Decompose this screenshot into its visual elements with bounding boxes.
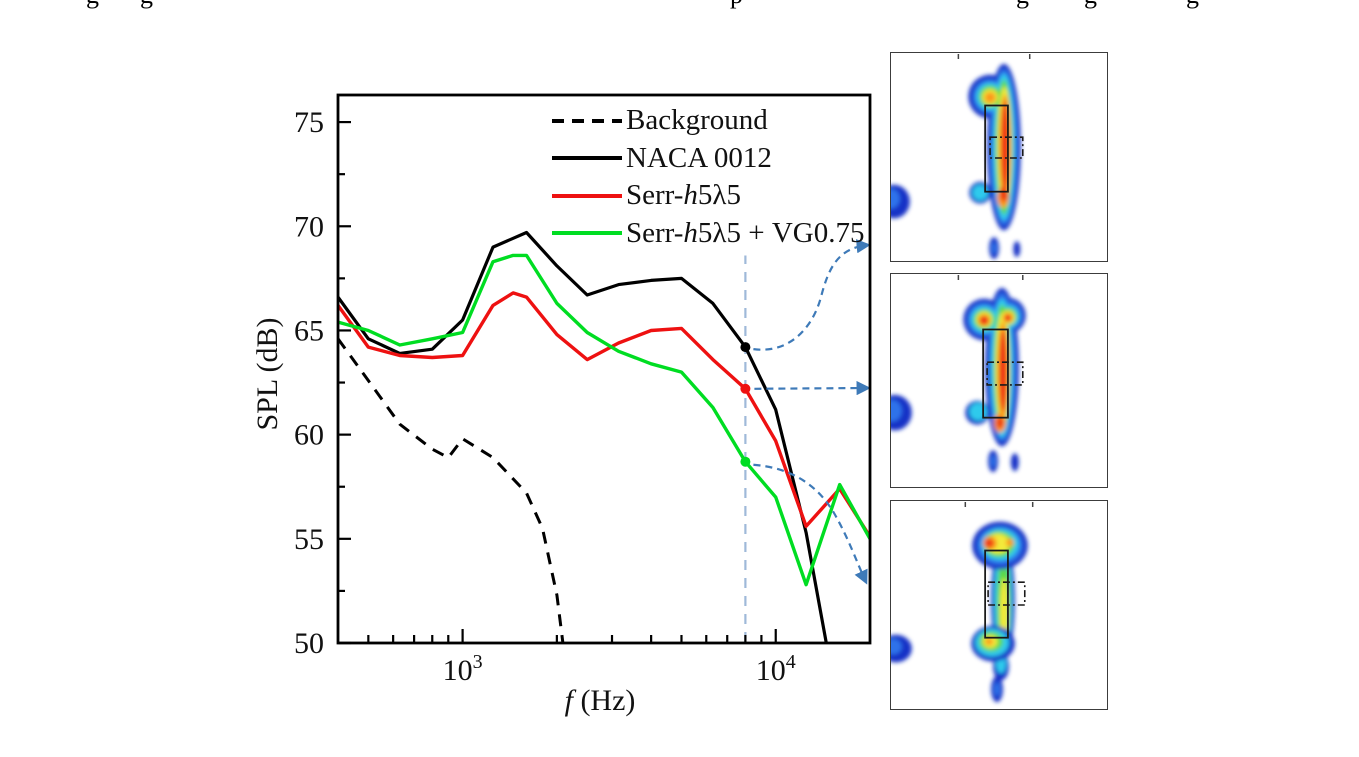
cropped-glyph: g [140,0,153,10]
beamforming-inset-naca0012 [890,52,1108,262]
curve-naca-0012 [338,230,828,643]
legend-line-sample [552,118,622,123]
axis-ticks: 50 55 60 65 70 75 103 104 [294,106,796,687]
legend-line-sample [552,231,622,236]
x-tick-label: 104 [756,651,796,687]
source-map-serration [891,274,1026,473]
y-tick-label: 75 [294,106,324,139]
inset-top-ticks [957,53,1031,59]
cropped-glyph: g [1084,0,1097,10]
y-axis-label: SPL (dB) [251,317,284,431]
beamforming-inset-serration-vg [890,500,1108,710]
y-tick-label: 60 [294,419,324,452]
series-curves [338,230,870,643]
marker-inset-2 [740,383,751,394]
noise-source-blob [891,287,1026,473]
inset-top-ticks [964,501,1034,507]
arrow-to-inset-3 [753,463,868,585]
source-map-naca0012 [891,53,1031,260]
integration-region-dashdot-rect [989,136,1024,159]
x-tick-label: 103 [443,651,483,687]
legend-label: NACA 0012 [626,141,772,174]
legend-entry: Serr-h5λ5 [552,177,864,215]
source-map-serration-vg [891,501,1034,703]
arrow-to-inset-1 [753,239,871,351]
arrow-to-inset-2 [754,380,871,396]
y-tick-label: 55 [294,523,324,556]
legend-entry: NACA 0012 [552,140,864,178]
noise-source-blob [891,63,1021,260]
cropped-glyph: g [86,0,99,10]
legend-entry: Background [552,102,864,140]
legend-line-sample [552,156,622,161]
legend-entry: Serr-h5λ5 + VG0.75 [552,215,864,253]
curve-serr-h5-5 [338,291,870,538]
y-tick-label: 70 [294,210,324,243]
cropped-glyph: g [1186,0,1199,10]
marker-inset-1 [740,342,751,353]
curve-serr-h5-5-vg0-75 [338,253,870,587]
inset-top-ticks [957,274,1024,280]
model-outline-rect [982,328,1009,419]
chart-legend: Background NACA 0012 Serr-h5λ5 Serr-h5λ5 + … [552,102,864,252]
cropped-glyph: g [1016,0,1029,10]
cropped-text-fragments: ggpggg [0,0,1359,10]
legend-line-sample [552,193,622,198]
y-tick-label: 50 [294,627,324,660]
legend-label: Background [626,104,768,137]
cropped-glyph: p [730,0,743,10]
model-outline-rect [984,549,1009,639]
marker-inset-3 [740,456,751,467]
beamforming-inset-serration [890,273,1108,488]
model-outline-rect [984,104,1009,193]
legend-label: Serr-h5λ5 [626,179,741,212]
plot-border [336,93,872,645]
legend-label: Serr-h5λ5 + VG0.75 [626,216,865,249]
integration-region-dashdot-rect [987,581,1026,606]
integration-region-dashdot-rect [986,361,1024,386]
x-axis-label: f (Hz) [564,684,636,717]
y-tick-label: 65 [294,314,324,347]
curve-background [338,337,565,643]
